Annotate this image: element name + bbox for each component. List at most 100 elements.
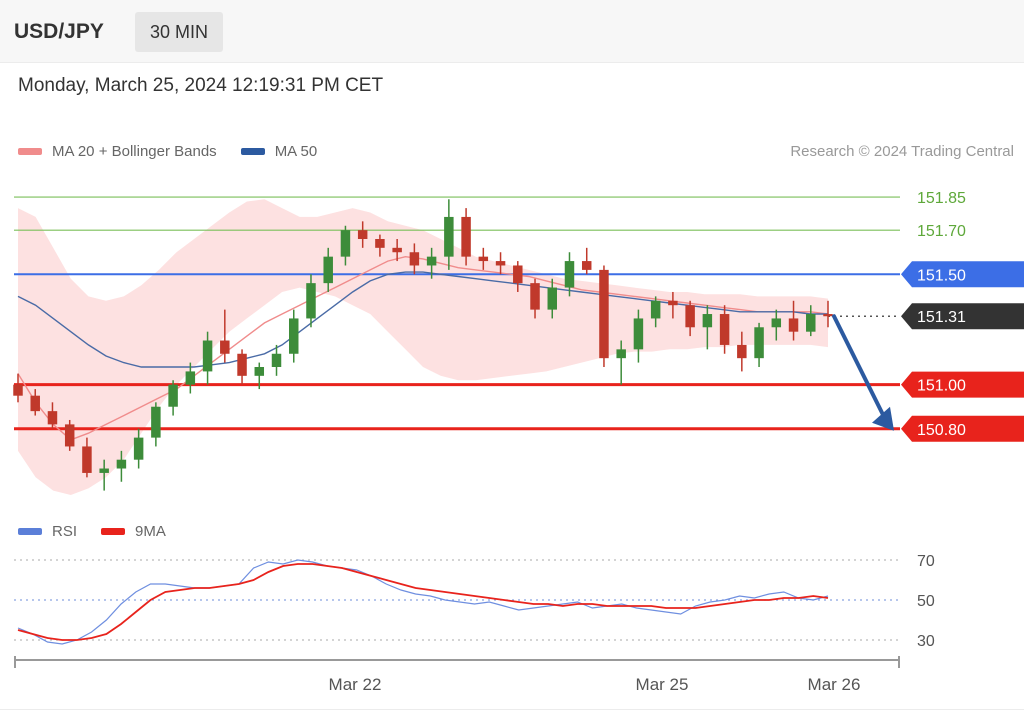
candle-body [168,384,178,407]
legend-label-bollinger: MA 20 + Bollinger Bands [52,143,217,160]
legend-item-9ma: 9MA [101,523,166,540]
candle-body [82,446,92,473]
header-bar: USD/JPY 30 MIN [0,0,1024,63]
candle-body [220,340,230,354]
candle [513,261,523,292]
level-tag-bg [901,261,1024,288]
candle-body [719,314,730,345]
level-tag-151-70: 151.70 [917,223,966,240]
rsi-legend: RSI 9MA [18,523,190,540]
level-tag-text: 151.00 [917,378,966,395]
candle-body [306,283,316,319]
candle-body [668,300,678,306]
candle-body [392,247,402,253]
candle [719,305,730,354]
candle [754,322,764,367]
candle [185,362,196,394]
candle [771,309,782,341]
candle-body [788,318,799,332]
candle [357,221,368,248]
price-chart[interactable]: 151.85 151.70 151.50 151.31 151.00 150.80 [0,0,1024,505]
candle [340,225,351,266]
candle-body [823,314,833,317]
candle [116,450,127,482]
candle [530,278,540,319]
candle-body [133,437,144,460]
candle-body [478,256,489,262]
candle [47,402,58,429]
candle [547,278,557,319]
candle [254,362,265,390]
candle-body [271,353,282,367]
candle-body [547,287,557,310]
candle [650,296,661,328]
candle-body [599,269,609,359]
candle [392,239,402,262]
candle-body [116,459,127,469]
level-tag-151-00: 151.00 [901,371,1024,398]
candle-body [633,318,644,350]
candle [237,349,247,385]
candle-body [409,252,420,266]
candle-body [513,265,523,284]
candle-body [444,216,454,257]
candle-body [754,327,764,359]
candle [133,428,144,469]
forecast-arrow-shaft [832,314,888,423]
candle [668,291,678,319]
candle [702,305,713,350]
candle-body [495,261,506,266]
candle [168,380,178,416]
candle [616,340,626,385]
legend-swatch-ma50 [240,148,265,155]
candle [426,247,437,279]
candle-body [13,384,23,396]
rsi-line [17,559,829,645]
candle [64,419,75,451]
legend-swatch-rsi [18,528,42,535]
candle [444,199,454,270]
timeframe-badge[interactable]: 30 MIN [135,12,223,52]
candle [495,252,506,275]
x-tick-label: Mar 22 [329,675,382,694]
copyright-label: Research © 2024 Trading Central [790,143,1014,160]
forecast-arrow-head [872,406,894,431]
candle [685,300,695,337]
candle-body [564,261,575,288]
x-tick-label: Mar 25 [636,675,689,694]
legend-item-rsi: RSI [18,523,77,540]
rsi-tick-label: 70 [917,553,935,570]
ma20-line [17,255,829,441]
candle-body [375,239,385,248]
price-legend: MA 20 + Bollinger Bands MA 50 [18,143,341,160]
bollinger-band-area [18,199,828,496]
level-tag-150-80: 150.80 [901,415,1024,442]
candle [478,247,489,270]
candle [599,265,609,367]
level-tag-text: 151.50 [917,267,966,284]
symbol-title: USD/JPY [14,20,104,43]
candle [823,300,833,328]
datetime-label: Monday, March 25, 2024 12:19:31 PM CET [18,75,384,96]
candle-body [737,344,747,359]
candle-body [47,411,58,425]
level-tag-bg [901,415,1024,442]
candle-body [30,395,40,412]
level-tag-bg [901,371,1024,398]
candle-body [702,314,713,328]
candle-body [461,216,471,257]
level-tag-text: 151.31 [917,309,966,326]
candle [323,247,333,292]
candle [806,305,816,337]
candle-body [323,256,333,284]
x-tick-label: Mar 26 [808,675,861,694]
candle-body [340,230,351,257]
level-tag-151-50: 151.50 [901,261,1024,288]
candle-body [771,318,782,328]
candle [461,208,471,266]
legend-label-ma50: MA 50 [274,143,318,160]
candle [409,243,420,275]
legend-label-9ma: 9MA [135,523,166,540]
candle [633,309,644,363]
